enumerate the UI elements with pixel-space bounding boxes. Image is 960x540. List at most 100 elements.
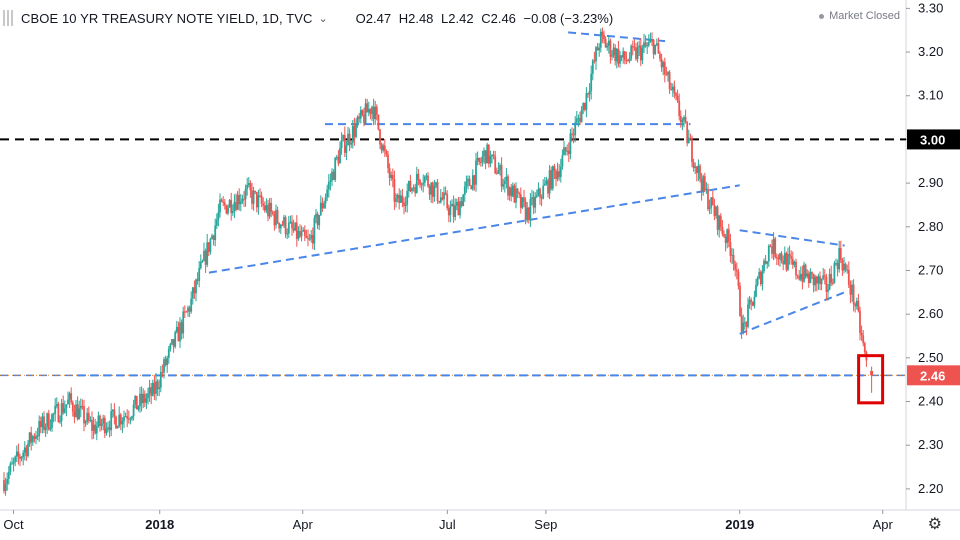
y-tick-label: 3.30: [918, 0, 943, 15]
candle-body: [135, 395, 138, 410]
candle-body: [655, 43, 658, 45]
candle-body: [337, 156, 340, 164]
candle-body: [499, 165, 501, 171]
candle-body: [755, 284, 757, 297]
candle-body: [148, 387, 151, 394]
candle-body: [62, 403, 65, 413]
candle-body: [804, 264, 807, 277]
candle-body: [91, 419, 93, 431]
candle-body: [782, 260, 785, 265]
candle-body: [468, 178, 471, 186]
candle-body: [790, 256, 793, 259]
candle-body: [471, 175, 474, 190]
highlight-box: [857, 354, 885, 405]
candle-body: [70, 393, 73, 403]
candle-body: [670, 88, 673, 90]
market-status-label: Market Closed: [829, 10, 900, 22]
candle-body: [228, 200, 231, 208]
symbol-title[interactable]: CBOE 10 YR TREASURY NOTE YIELD, 1D, TVC: [21, 10, 313, 26]
candle-body: [478, 157, 481, 162]
candle-body: [25, 447, 28, 456]
candle-body: [620, 55, 623, 58]
candle-body: [747, 304, 749, 327]
candle-body: [593, 60, 596, 62]
candle-body: [727, 229, 730, 242]
candle-body: [329, 180, 332, 182]
candle-body: [43, 416, 45, 431]
candle-body: [484, 150, 487, 164]
candle-body: [145, 398, 148, 403]
candle-body: [862, 335, 865, 344]
candle-body: [142, 393, 145, 404]
trendlines: [77, 31, 864, 377]
gear-icon[interactable]: ⚙: [927, 516, 942, 533]
chevron-down-icon[interactable]: ⌄: [318, 12, 328, 25]
candle-body: [763, 260, 765, 272]
candle-body: [542, 185, 545, 199]
candle-body: [412, 187, 415, 189]
candle-body: [492, 154, 495, 157]
candle-body: [596, 47, 599, 51]
candle-body: [638, 45, 641, 48]
candle-body: [108, 427, 111, 431]
candle-body: [307, 237, 309, 239]
candle-body: [726, 229, 729, 243]
candle-body: [710, 197, 713, 208]
candle-body: [636, 47, 639, 60]
candle-body: [798, 276, 801, 280]
symbol-icon[interactable]: [3, 10, 15, 26]
candle-body: [246, 184, 249, 189]
candle-body: [446, 194, 449, 209]
candle-body: [587, 93, 589, 95]
candle-body: [812, 273, 815, 286]
candle-body: [697, 165, 700, 173]
candle-body: [89, 419, 92, 421]
candle-body: [625, 60, 628, 62]
candle-body: [503, 180, 506, 185]
candle-body: [9, 463, 12, 472]
candle-body: [764, 260, 767, 264]
candle-body: [774, 238, 777, 257]
candle-body: [355, 124, 357, 138]
candle-body: [44, 426, 47, 431]
candle-body: [97, 415, 100, 427]
candle-body: [403, 202, 405, 207]
candle-body: [286, 233, 289, 235]
candle-body: [783, 253, 786, 265]
trendline: [208, 184, 740, 274]
candle-body: [775, 256, 778, 258]
candle-body: [249, 183, 252, 191]
candle-body: [350, 142, 353, 145]
candle-body: [828, 273, 831, 290]
candle-body: [49, 427, 52, 430]
candle-body: [255, 192, 258, 208]
candle-body: [140, 393, 143, 404]
candle-body: [652, 40, 655, 55]
open-value: O2.47: [355, 10, 392, 26]
candle-body: [398, 195, 401, 203]
candle-body: [732, 254, 735, 264]
candle-body: [799, 273, 802, 280]
candle-body: [694, 166, 697, 168]
candle-body: [508, 187, 511, 196]
candle-body: [687, 137, 690, 144]
candle-body: [521, 197, 524, 208]
x-axis-ticks: Oct 2018 Apr Jul Sep 2019 Apr: [3, 510, 894, 532]
candle-body: [251, 190, 253, 204]
candle-body: [369, 108, 372, 114]
candle-body: [502, 184, 505, 187]
y-tick-label: 2.30: [918, 437, 943, 452]
candle-body: [438, 201, 441, 203]
candle-body: [155, 381, 157, 394]
candle-body: [17, 451, 20, 457]
candle-body: [305, 235, 308, 238]
candle-body: [190, 298, 193, 312]
candle-body: [487, 144, 490, 164]
y-tick-label: 3.20: [918, 44, 943, 59]
candle-body: [3, 480, 5, 492]
candle-body: [99, 415, 101, 427]
candle-body: [230, 200, 233, 214]
candle-body: [227, 207, 229, 214]
level-badge: 3.00: [907, 129, 960, 150]
